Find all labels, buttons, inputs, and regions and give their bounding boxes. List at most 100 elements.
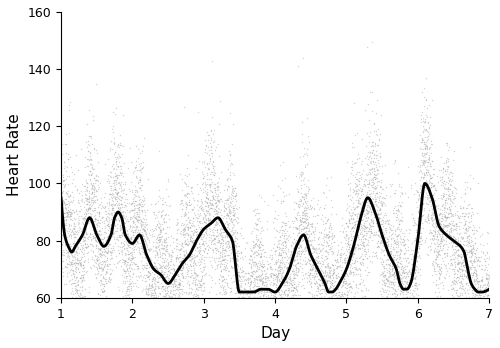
Point — [180, 248, 188, 254]
Point — [372, 185, 380, 191]
Point — [227, 161, 235, 166]
Point — [408, 315, 416, 321]
Point — [248, 325, 256, 331]
Point — [118, 209, 126, 215]
Point — [250, 261, 258, 267]
Point — [248, 318, 256, 323]
Point — [388, 271, 396, 277]
Point — [262, 302, 270, 308]
Point — [234, 285, 242, 291]
Point — [260, 253, 268, 259]
Point — [90, 184, 98, 190]
Point — [296, 214, 304, 220]
Point — [468, 251, 475, 256]
Point — [192, 226, 200, 231]
Point — [264, 343, 272, 348]
Point — [354, 268, 362, 273]
Point — [454, 215, 462, 221]
Point — [481, 342, 489, 347]
Point — [352, 197, 360, 202]
Point — [132, 226, 140, 232]
Point — [236, 270, 244, 275]
Point — [362, 285, 370, 291]
Point — [179, 275, 187, 280]
Point — [274, 275, 282, 280]
Point — [360, 200, 368, 205]
Point — [310, 256, 318, 262]
Point — [392, 159, 400, 164]
Point — [422, 150, 430, 156]
Point — [399, 311, 407, 316]
Point — [400, 238, 408, 244]
Point — [142, 234, 150, 239]
Point — [302, 193, 310, 199]
Point — [352, 247, 360, 253]
Point — [347, 246, 355, 251]
Point — [384, 262, 392, 267]
Point — [356, 212, 364, 217]
Point — [148, 239, 156, 245]
Point — [395, 252, 403, 258]
Point — [453, 296, 461, 301]
Point — [456, 230, 464, 236]
Point — [86, 203, 94, 208]
Point — [476, 316, 484, 322]
Point — [434, 313, 442, 318]
Point — [261, 323, 269, 329]
Point — [313, 202, 321, 207]
Point — [176, 298, 184, 304]
Point — [81, 236, 89, 241]
Point — [134, 214, 142, 220]
Point — [346, 197, 354, 202]
Point — [134, 232, 142, 238]
Point — [138, 226, 146, 232]
Point — [233, 253, 241, 259]
Point — [186, 238, 194, 244]
Point — [173, 266, 181, 271]
Point — [388, 231, 396, 236]
Point — [374, 218, 382, 224]
Point — [104, 202, 112, 208]
Point — [214, 216, 222, 222]
Point — [327, 279, 335, 284]
Point — [472, 289, 480, 295]
Point — [95, 260, 103, 266]
Point — [88, 254, 96, 260]
Point — [396, 260, 404, 266]
Point — [216, 231, 224, 236]
Point — [394, 254, 402, 260]
Point — [90, 198, 98, 203]
Point — [353, 176, 361, 181]
Point — [155, 193, 163, 198]
Point — [433, 243, 441, 249]
Point — [70, 261, 78, 266]
Point — [120, 209, 128, 214]
Point — [110, 180, 118, 186]
Point — [440, 185, 448, 190]
Point — [166, 300, 174, 305]
Point — [81, 195, 89, 200]
Point — [452, 244, 460, 249]
Point — [299, 212, 307, 218]
Point — [152, 200, 160, 206]
Point — [129, 247, 137, 253]
Point — [92, 178, 100, 183]
Point — [441, 168, 449, 174]
Point — [416, 195, 424, 201]
Point — [458, 283, 466, 289]
Point — [345, 218, 353, 224]
Point — [122, 292, 130, 298]
Point — [79, 262, 87, 268]
Point — [382, 276, 390, 282]
Point — [145, 291, 153, 296]
Point — [127, 241, 135, 246]
Point — [279, 291, 287, 297]
Point — [400, 263, 408, 269]
Point — [351, 133, 359, 138]
Point — [450, 240, 458, 246]
Point — [116, 250, 124, 256]
Point — [126, 274, 134, 279]
Point — [94, 261, 102, 267]
Point — [68, 217, 76, 223]
Point — [484, 292, 492, 298]
